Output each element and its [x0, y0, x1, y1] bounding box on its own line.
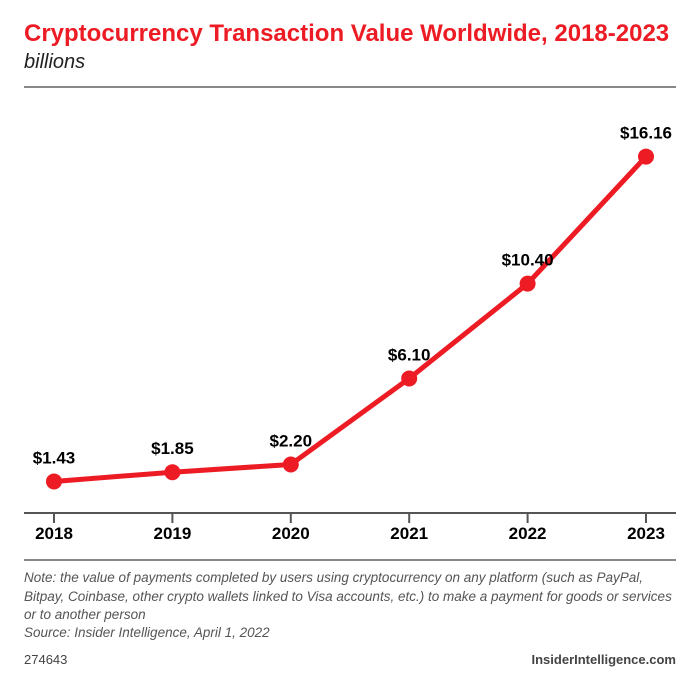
chart-title: Cryptocurrency Transaction Value Worldwi… — [24, 20, 676, 48]
svg-text:2023: 2023 — [627, 524, 665, 543]
svg-text:2021: 2021 — [390, 524, 428, 543]
svg-text:2022: 2022 — [509, 524, 547, 543]
svg-text:2019: 2019 — [153, 524, 191, 543]
top-rule — [24, 86, 676, 88]
svg-text:$6.10: $6.10 — [388, 346, 431, 365]
svg-text:$2.20: $2.20 — [270, 432, 313, 451]
chart-area: 2018 2019 2020 2021 2022 2023 $1.43 $1.85 $2.20 $… — [24, 94, 676, 553]
svg-text:2018: 2018 — [35, 524, 73, 543]
ref-id: 274643 — [24, 652, 67, 667]
svg-text:$1.43: $1.43 — [33, 449, 76, 468]
svg-text:2020: 2020 — [272, 524, 310, 543]
svg-text:$10.40: $10.40 — [502, 251, 554, 270]
chart-source: Source: Insider Intelligence, April 1, 2… — [24, 624, 676, 642]
footer: 274643 InsiderIntelligence.com — [24, 652, 676, 667]
chart-note: Note: the value of payments completed by… — [24, 569, 676, 624]
footnote-block: Note: the value of payments completed by… — [24, 559, 676, 642]
line-chart: 2018 2019 2020 2021 2022 2023 $1.43 $1.85 $2.20 $… — [24, 94, 676, 553]
chart-subtitle: billions — [24, 51, 676, 74]
brand-label: InsiderIntelligence.com — [532, 652, 677, 667]
svg-text:$1.85: $1.85 — [151, 440, 194, 459]
svg-text:$16.16: $16.16 — [620, 124, 672, 143]
